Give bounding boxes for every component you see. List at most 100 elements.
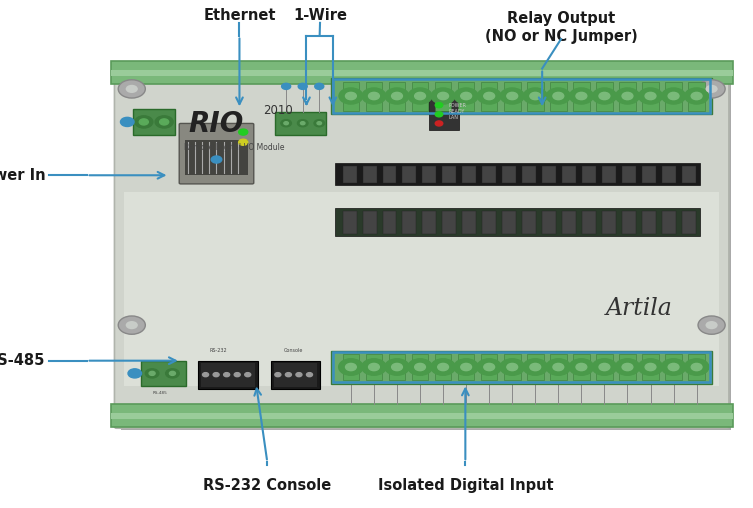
Circle shape (530, 363, 541, 371)
Circle shape (484, 363, 495, 371)
Bar (121, 77, 731, 430)
Circle shape (477, 88, 501, 104)
Circle shape (300, 121, 305, 125)
Circle shape (415, 92, 425, 100)
Circle shape (454, 88, 478, 104)
Bar (682, 166, 696, 183)
Bar (343, 211, 357, 234)
Circle shape (315, 83, 324, 89)
Circle shape (415, 363, 425, 371)
Text: Artila: Artila (606, 297, 673, 320)
Circle shape (500, 359, 525, 375)
Bar (642, 82, 659, 111)
Circle shape (160, 119, 169, 125)
Bar (502, 166, 517, 183)
Bar (335, 208, 700, 236)
Bar (483, 211, 496, 234)
Circle shape (569, 88, 593, 104)
Bar (481, 82, 498, 111)
Circle shape (435, 112, 443, 117)
Circle shape (553, 92, 564, 100)
Circle shape (615, 359, 640, 375)
Circle shape (135, 116, 153, 128)
Bar (688, 82, 705, 111)
Circle shape (645, 92, 656, 100)
Circle shape (361, 359, 386, 375)
Text: RS-485: RS-485 (153, 391, 168, 395)
Circle shape (668, 363, 679, 371)
Bar (331, 78, 712, 114)
Circle shape (211, 156, 221, 163)
Bar (602, 211, 616, 234)
Text: 2010: 2010 (264, 104, 294, 117)
Bar (271, 361, 320, 389)
Circle shape (684, 359, 709, 375)
Circle shape (437, 92, 449, 100)
Text: RIO: RIO (188, 110, 244, 138)
Circle shape (593, 88, 617, 104)
Circle shape (281, 120, 291, 126)
Bar (275, 112, 326, 135)
FancyBboxPatch shape (114, 72, 729, 428)
Bar (665, 354, 682, 380)
Bar (573, 354, 590, 380)
Text: RS-485: RS-485 (0, 353, 45, 368)
Bar (443, 166, 456, 183)
Bar (335, 163, 700, 185)
Circle shape (368, 363, 380, 371)
Bar (582, 166, 596, 183)
Circle shape (166, 369, 179, 378)
Bar (412, 354, 428, 380)
Bar (619, 82, 636, 111)
Circle shape (385, 88, 409, 104)
Circle shape (461, 363, 471, 371)
Circle shape (346, 92, 356, 100)
Circle shape (645, 363, 656, 371)
Circle shape (639, 88, 663, 104)
Circle shape (145, 369, 159, 378)
Bar (333, 79, 710, 113)
Bar (111, 70, 733, 76)
Circle shape (454, 359, 478, 375)
Bar (403, 166, 416, 183)
Bar (133, 109, 175, 135)
Circle shape (368, 92, 380, 100)
Circle shape (339, 359, 363, 375)
Circle shape (523, 88, 547, 104)
Text: RS-232 Console: RS-232 Console (203, 478, 331, 493)
Circle shape (224, 373, 230, 377)
Circle shape (284, 121, 288, 125)
Bar (602, 166, 616, 183)
Circle shape (155, 116, 173, 128)
Bar (403, 211, 416, 234)
Bar (343, 166, 357, 183)
Bar (523, 166, 536, 183)
Circle shape (435, 103, 443, 108)
Circle shape (661, 359, 686, 375)
Circle shape (615, 88, 639, 104)
Circle shape (592, 359, 617, 375)
Circle shape (362, 88, 386, 104)
Text: POWER
READY
LAN: POWER READY LAN (448, 103, 466, 120)
Bar (523, 211, 536, 234)
Circle shape (546, 359, 571, 375)
Circle shape (691, 92, 702, 100)
Bar (383, 211, 397, 234)
Circle shape (392, 363, 402, 371)
Bar (665, 82, 682, 111)
Circle shape (282, 83, 291, 89)
Circle shape (126, 85, 138, 93)
Bar (483, 166, 496, 183)
Bar (527, 354, 544, 380)
Circle shape (203, 373, 209, 377)
Bar (688, 354, 705, 380)
Circle shape (435, 121, 443, 126)
Circle shape (118, 80, 145, 98)
Circle shape (297, 120, 308, 126)
Circle shape (317, 121, 322, 125)
Circle shape (639, 359, 663, 375)
Circle shape (599, 92, 610, 100)
Bar (582, 211, 596, 234)
Bar (201, 363, 255, 387)
Circle shape (698, 80, 725, 98)
